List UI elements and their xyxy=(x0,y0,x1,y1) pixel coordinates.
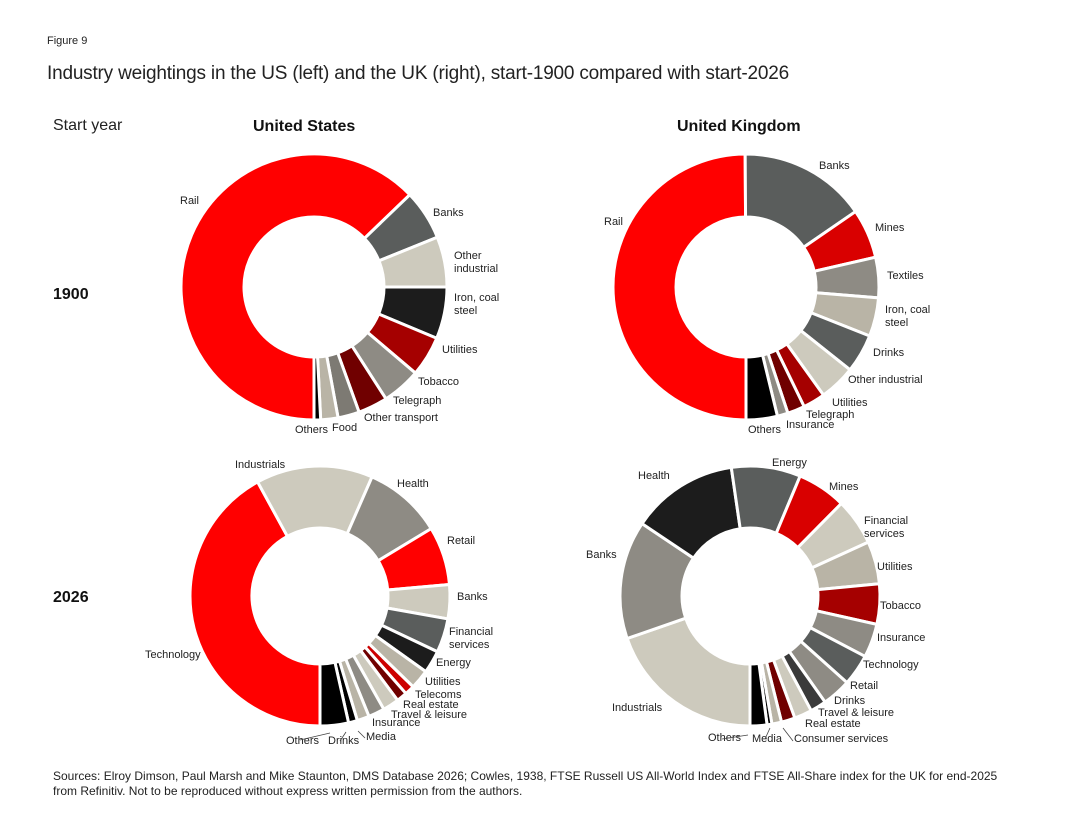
donut-united-states-1900: Rail Banks Other industrial Iron, coal steel U… xyxy=(179,152,499,436)
donut-united-kingdom-2026: Industrials Banks Health Energy Mines Financi… xyxy=(586,457,925,745)
slice-label: Technology xyxy=(145,649,201,661)
leader-line xyxy=(357,730,366,739)
row-label-1900: 1900 xyxy=(53,286,89,303)
figure-label: Figure 9 xyxy=(47,35,88,47)
slice-label: Travel & leisure xyxy=(818,707,894,719)
slice-label: Others xyxy=(286,735,320,747)
slice-others xyxy=(318,660,351,728)
slice-label: Drinks xyxy=(873,347,905,359)
slice-label: Others xyxy=(708,732,742,744)
slice-label: Banks xyxy=(819,160,850,172)
column-heading-uk: United Kingdom xyxy=(677,118,801,135)
chart-title: Industry weightings in the US (left) and… xyxy=(47,63,789,84)
row-label-2026: 2026 xyxy=(53,589,89,606)
donut-united-kingdom-1900: Rail Banks Mines Textiles Iron, coal steel Dri… xyxy=(604,152,930,436)
slice-rail xyxy=(611,152,748,422)
slice-others xyxy=(744,353,780,422)
slice-label: Banks xyxy=(586,549,617,561)
slice-label: Industrials xyxy=(235,459,286,471)
slice-label: Textiles xyxy=(887,270,924,282)
slice-label: Tobacco xyxy=(880,600,921,612)
slice-label: Real estate xyxy=(403,699,459,711)
slice-label: Telecoms xyxy=(415,689,462,701)
slice-label: Rail xyxy=(180,195,199,207)
slice-label: Real estate xyxy=(805,718,861,730)
slice-label: Technology xyxy=(863,659,919,671)
slice-label: Mines xyxy=(829,481,859,493)
slice-label: Others xyxy=(748,424,782,436)
start-year-label: Start year xyxy=(53,117,123,134)
slice-label: Retail xyxy=(447,535,475,547)
slice-label: Insurance xyxy=(786,419,834,431)
slice-label: Drinks xyxy=(834,695,866,707)
leader-line xyxy=(782,727,794,742)
slice-label: Food xyxy=(332,422,357,434)
slice-label: Banks xyxy=(433,207,464,219)
slice-label: Utilities xyxy=(425,676,461,688)
slice-others xyxy=(748,661,769,728)
slice-label: Telegraph xyxy=(393,395,441,407)
slice-technology xyxy=(188,479,322,728)
slice-label: Financial services xyxy=(864,515,908,540)
slice-label: Energy xyxy=(772,457,807,469)
column-heading-us: United States xyxy=(253,118,356,135)
slice-label: Health xyxy=(397,478,429,490)
slice-label: Banks xyxy=(457,591,488,603)
leader-line xyxy=(764,727,771,740)
slice-label: Insurance xyxy=(372,717,420,729)
slice-label: Consumer services xyxy=(794,733,889,745)
slice-label: Financial services xyxy=(449,626,493,651)
slice-label: Media xyxy=(752,733,783,745)
slice-label: Iron, coal steel xyxy=(454,292,499,317)
slice-label: Utilities xyxy=(442,344,478,356)
slice-label: Other transport xyxy=(364,412,438,424)
slice-label: Drinks xyxy=(328,735,360,747)
slice-label: Other industrial xyxy=(848,374,923,386)
slice-label: Health xyxy=(638,470,670,482)
slice-label: Travel & leisure xyxy=(391,709,467,721)
leader-line xyxy=(299,732,331,741)
slice-label: Energy xyxy=(436,657,471,669)
slice-rail xyxy=(179,152,412,422)
slice-label: Tobacco xyxy=(418,376,459,388)
leader-line xyxy=(339,731,347,742)
slice-label: Iron, coal steel xyxy=(885,304,930,329)
slice-label: Media xyxy=(366,731,397,743)
slice-label: Mines xyxy=(875,222,905,234)
slice-label: Utilities xyxy=(877,561,913,573)
slice-label: Other industrial xyxy=(454,250,498,275)
leader-line xyxy=(721,734,749,740)
slice-label: Others xyxy=(295,424,329,436)
slice-label: Rail xyxy=(604,216,623,228)
slice-label: Insurance xyxy=(877,632,925,644)
slice-label: Industrials xyxy=(612,702,663,714)
sources-note: Sources: Elroy Dimson, Paul Marsh and Mi… xyxy=(53,769,998,798)
slice-others xyxy=(312,355,323,422)
slice-label: Retail xyxy=(850,680,878,692)
slice-label: Telegraph xyxy=(806,409,854,421)
donut-united-states-2026: Technology Industrials Health Retail Banks Fi… xyxy=(145,459,493,747)
slice-label: Utilities xyxy=(832,397,868,409)
